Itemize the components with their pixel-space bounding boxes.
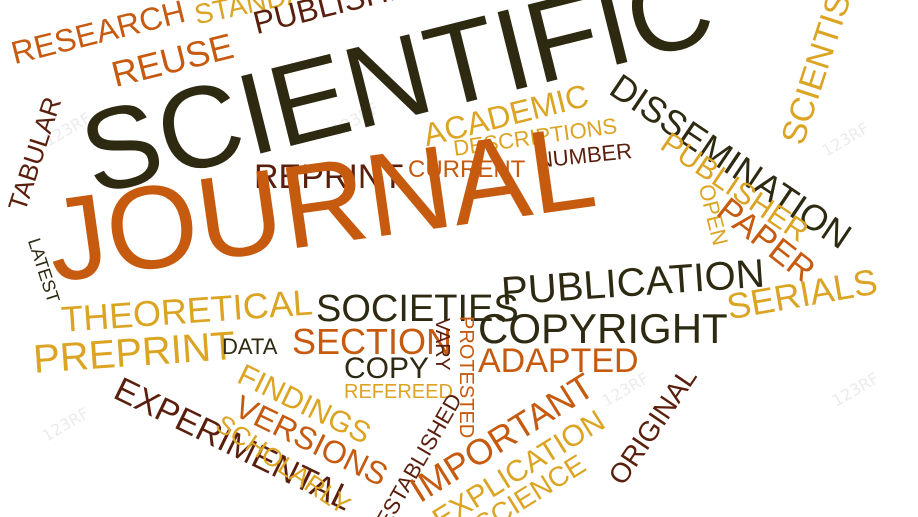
word-data: DATA: [222, 334, 278, 359]
word-copy: COPY: [344, 352, 430, 385]
word-vary: VARY: [431, 318, 453, 371]
word-refereed: REFEREED: [344, 381, 453, 403]
word-section: SECTION: [292, 321, 453, 362]
word-reprint: REPRINT: [254, 158, 404, 196]
watermark: 123RF: [38, 403, 93, 446]
watermark: 123RF: [818, 118, 873, 161]
word-protested: PROTESTED: [455, 316, 477, 439]
word-copyright: COPYRIGHT: [478, 305, 728, 352]
word-current: CURRENT: [408, 156, 526, 183]
watermark: 123RF: [828, 368, 883, 411]
word-societies: SOCIETIES: [316, 288, 519, 330]
word-adapted: ADAPTED: [478, 342, 639, 380]
